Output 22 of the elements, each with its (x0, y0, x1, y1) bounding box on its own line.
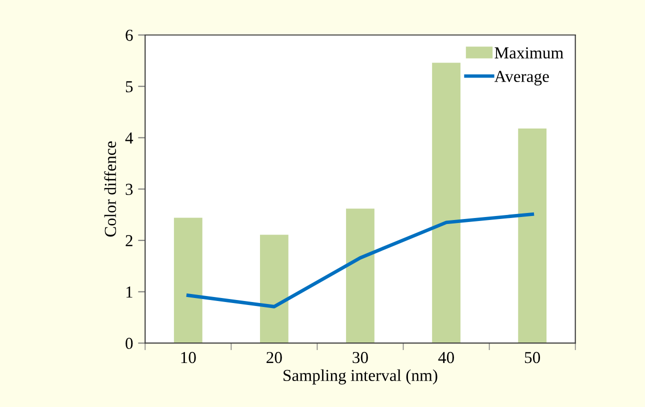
bar (346, 208, 374, 344)
legend-label: Maximum (494, 47, 564, 58)
y-tick-label: 3 (126, 184, 133, 195)
bar (260, 234, 288, 344)
line-series (186, 212, 534, 308)
bar (518, 128, 547, 344)
y-tick-label: 5 (126, 81, 133, 92)
y-axis-title: Color diffence (104, 141, 116, 237)
y-tick-label: 0 (126, 338, 133, 350)
x-tick-label: 30 (352, 352, 368, 364)
x-tick-label: 50 (524, 352, 540, 364)
y-tick-label: 2 (126, 235, 132, 246)
x-axis-title: Sampling interval (nm) (284, 369, 438, 384)
bar (432, 62, 460, 344)
x-tick-label: 40 (438, 352, 454, 364)
bar (174, 218, 202, 344)
y-tick-label: 1 (126, 286, 132, 298)
y-tick-label: 4 (125, 132, 134, 144)
y-tick-label: 6 (126, 30, 133, 41)
legend-label: Average (494, 70, 549, 86)
x-tick-label: 10 (181, 352, 196, 364)
x-tick-label: 20 (266, 352, 282, 364)
